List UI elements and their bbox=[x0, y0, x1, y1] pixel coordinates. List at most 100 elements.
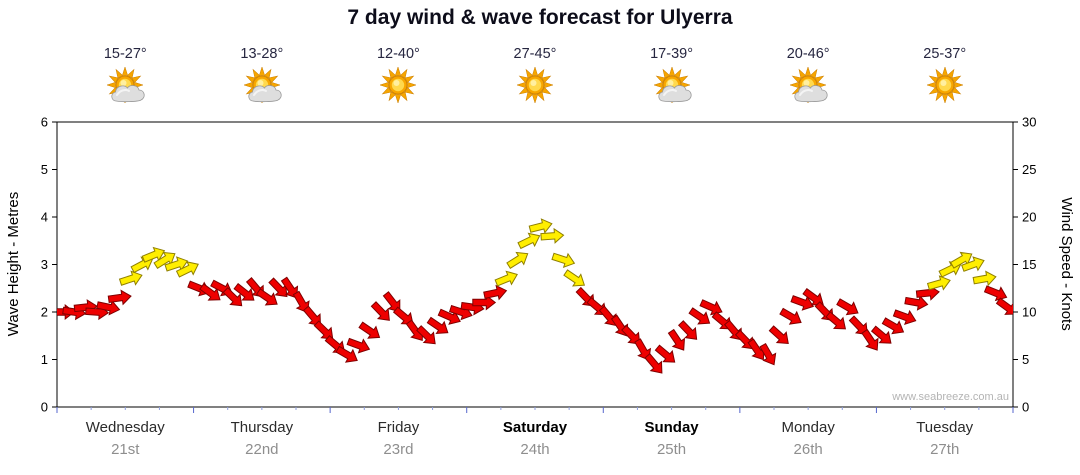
wind-arrow bbox=[892, 309, 917, 325]
wind-arrow bbox=[768, 325, 789, 344]
sun-cloud-icon bbox=[243, 66, 282, 104]
wind-arrow bbox=[483, 284, 508, 301]
temperature-range: 13-28° bbox=[240, 46, 284, 62]
wind-arrow bbox=[416, 325, 436, 345]
right-axis-tick-label: 5 bbox=[1022, 352, 1029, 367]
day-date: 21st bbox=[111, 441, 140, 458]
wind-arrow bbox=[779, 307, 802, 325]
wind-arrow bbox=[563, 269, 586, 287]
left-axis-tick-label: 6 bbox=[41, 115, 48, 130]
wind-arrow bbox=[759, 342, 777, 366]
temperature-range: 20-46° bbox=[786, 46, 830, 62]
day-label-wednesday: Wednesday bbox=[85, 419, 165, 436]
temperature-range: 27-45° bbox=[513, 46, 557, 62]
wind-arrow bbox=[233, 283, 255, 301]
wind-arrow bbox=[517, 232, 541, 250]
axis-ticks: 0 1 2 3 4 5 6 0 5 10 15 20 25 30 bbox=[41, 115, 1037, 415]
wind-arrow bbox=[255, 288, 278, 306]
wind-arrow bbox=[667, 328, 686, 351]
wind-arrow bbox=[107, 289, 132, 306]
wind-arrow bbox=[153, 251, 176, 269]
wind-arrow bbox=[825, 311, 847, 330]
wind-arrow bbox=[926, 275, 951, 291]
day-date: 26th bbox=[793, 441, 823, 458]
sun-icon bbox=[379, 66, 418, 104]
day-label-friday: Friday bbox=[377, 419, 420, 436]
sun-glyph bbox=[516, 66, 554, 104]
left-axis-title: Wave Height - Metres bbox=[5, 192, 22, 337]
wind-arrow bbox=[870, 325, 892, 344]
cloud-glyph bbox=[657, 85, 692, 103]
wind-arrow bbox=[598, 305, 617, 327]
wind-arrow bbox=[790, 295, 815, 311]
wind-arrow bbox=[995, 297, 1013, 315]
right-axis-title: Wind Speed - Knots bbox=[1058, 197, 1075, 330]
weather-icon-slot bbox=[782, 64, 834, 110]
wind-arrow bbox=[199, 283, 221, 301]
left-axis-tick-label: 2 bbox=[41, 305, 48, 320]
left-axis-tick-label: 4 bbox=[41, 210, 48, 225]
left-axis-tick-label: 3 bbox=[41, 257, 48, 272]
wind-arrow bbox=[506, 251, 529, 269]
wind-arrow bbox=[358, 321, 381, 339]
day-label-tuesday: Tuesday bbox=[916, 419, 974, 436]
sun-cloud-icon bbox=[106, 66, 145, 104]
weather-icon-slot bbox=[99, 64, 151, 110]
wind-arrow bbox=[382, 291, 401, 313]
temperature-range: 25-37° bbox=[923, 46, 967, 62]
left-axis-tick-label: 1 bbox=[41, 352, 48, 367]
wind-arrow bbox=[528, 218, 553, 234]
wind-arrow bbox=[426, 316, 449, 335]
day-label-monday: Monday bbox=[781, 419, 835, 436]
plot-frame bbox=[56, 121, 1014, 408]
weather-icon-slot bbox=[509, 64, 561, 110]
wind-arrow bbox=[280, 276, 299, 299]
wind-arrow bbox=[961, 256, 985, 272]
wind-arrow bbox=[881, 317, 905, 335]
sun-cloud-icon bbox=[652, 66, 692, 104]
sun-glyph bbox=[379, 66, 418, 104]
wind-arrow bbox=[904, 294, 929, 311]
wind-arrow bbox=[654, 344, 676, 363]
wind-arrow-series bbox=[57, 218, 1013, 374]
day-label-sunday: Sunday bbox=[644, 419, 699, 436]
wind-arrow bbox=[222, 287, 243, 307]
wind-arrow bbox=[141, 246, 166, 263]
wind-arrow bbox=[634, 338, 652, 361]
right-axis-tick-label: 15 bbox=[1022, 257, 1036, 272]
plot-area bbox=[56, 121, 1014, 408]
right-axis-tick-label: 25 bbox=[1022, 162, 1036, 177]
sun-icon bbox=[925, 66, 964, 104]
wind-arrow bbox=[175, 261, 199, 278]
wind-arrow bbox=[621, 324, 641, 345]
wind-arrow bbox=[836, 298, 859, 316]
sun-glyph bbox=[925, 66, 964, 104]
wind-arrow bbox=[335, 345, 358, 363]
sun-icon bbox=[516, 66, 554, 104]
temperature-range: 15-27° bbox=[103, 46, 147, 62]
wind-arrow bbox=[972, 270, 997, 287]
weather-icon-slot bbox=[372, 64, 424, 110]
left-axis-tick-label: 5 bbox=[41, 162, 48, 177]
weather-icon-slot bbox=[236, 64, 288, 110]
wind-arrow bbox=[540, 227, 565, 244]
cloud-glyph bbox=[794, 85, 828, 103]
weather-icon-slot bbox=[919, 64, 971, 110]
wind-arrow bbox=[268, 277, 288, 298]
wind-arrow bbox=[370, 301, 390, 321]
day-date: 25th bbox=[656, 441, 687, 458]
wind-arrow bbox=[644, 353, 663, 374]
wind-arrow bbox=[494, 270, 518, 287]
sun-cloud-icon bbox=[789, 66, 828, 104]
day-date: 27th bbox=[930, 441, 960, 458]
page-title: 7 day wind & wave forecast for Ulyerra bbox=[347, 6, 733, 29]
wind-arrow bbox=[861, 328, 879, 351]
right-axis-tick-label: 0 bbox=[1022, 400, 1029, 415]
wind-arrow bbox=[346, 337, 371, 354]
weather-icon-slot bbox=[646, 64, 698, 110]
right-axis-tick-label: 20 bbox=[1022, 210, 1036, 225]
wind-arrow bbox=[949, 251, 973, 269]
wind-arrow bbox=[164, 256, 189, 272]
